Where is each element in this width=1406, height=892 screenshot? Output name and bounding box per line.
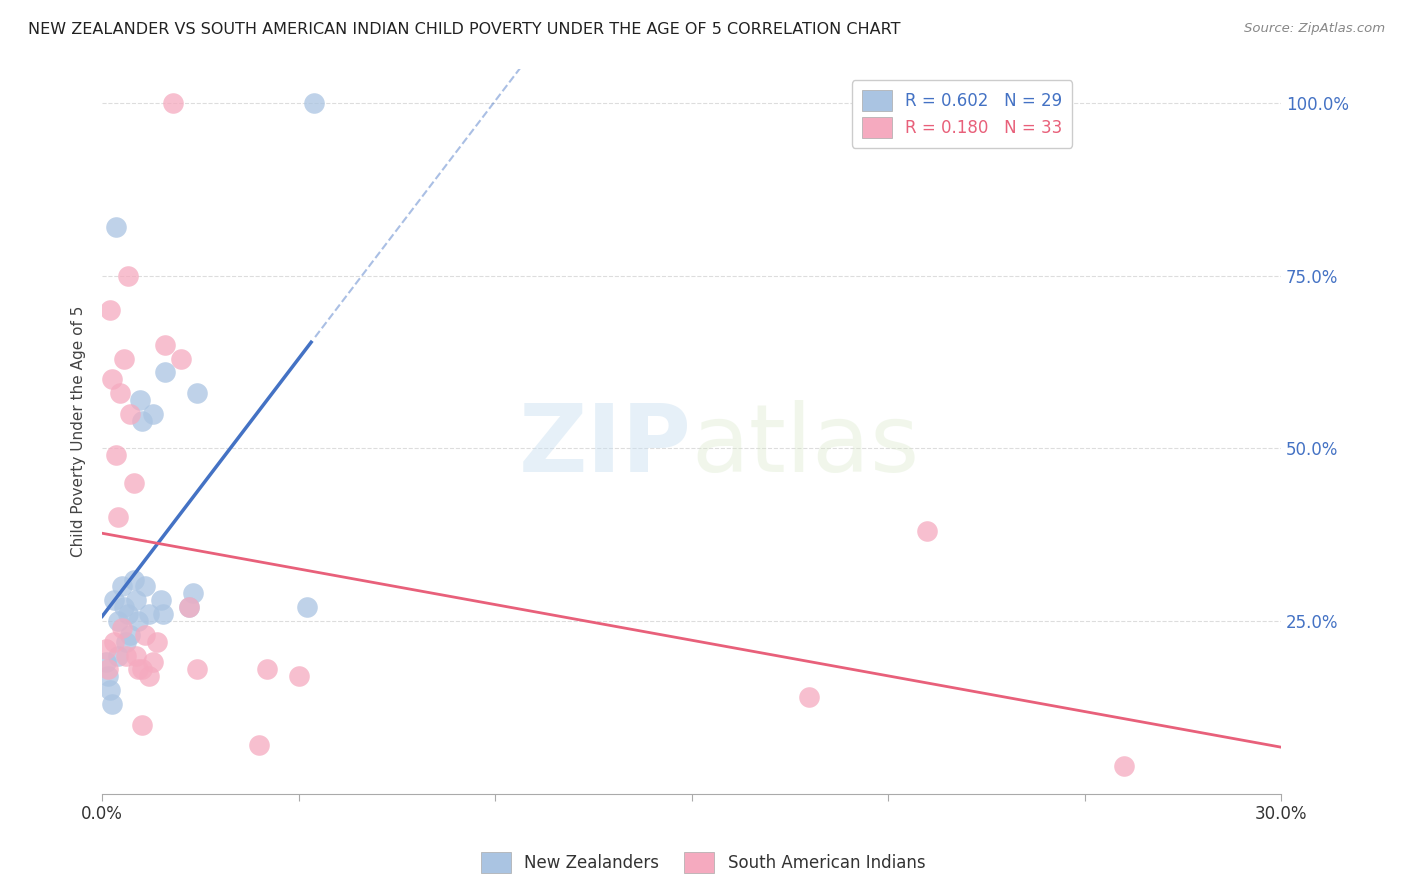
Point [177, 600, 200, 615]
Point [107, 614, 129, 628]
Point [150, 593, 173, 607]
Text: Source: ZipAtlas.com: Source: ZipAtlas.com [1244, 22, 1385, 36]
Text: NEW ZEALANDER VS SOUTH AMERICAN INDIAN CHILD POVERTY UNDER THE AGE OF 5 CORRELAT: NEW ZEALANDER VS SOUTH AMERICAN INDIAN C… [28, 22, 901, 37]
Point [117, 607, 139, 621]
Point [153, 365, 176, 379]
Point [138, 669, 160, 683]
Point [917, 524, 939, 539]
Point [104, 220, 127, 235]
Point [134, 579, 156, 593]
Point [287, 669, 309, 683]
Point [127, 614, 149, 628]
Point [114, 634, 136, 648]
Point [112, 351, 135, 366]
Point [138, 607, 160, 621]
Point [94, 656, 117, 670]
Point [112, 600, 135, 615]
Point [170, 351, 193, 366]
Point [101, 697, 124, 711]
Point [304, 96, 326, 111]
Point [247, 739, 270, 753]
Point [122, 573, 145, 587]
Point [104, 448, 127, 462]
Point [128, 392, 150, 407]
Point [98, 303, 121, 318]
Text: atlas: atlas [692, 400, 920, 491]
Point [124, 593, 146, 607]
Point [1112, 759, 1135, 773]
Point [111, 621, 134, 635]
Point [186, 386, 208, 401]
Point [177, 600, 200, 615]
Point [108, 386, 131, 401]
Point [103, 593, 125, 607]
Point [117, 268, 139, 283]
Point [131, 717, 153, 731]
Point [152, 607, 174, 621]
Point [111, 579, 134, 593]
Point [94, 641, 117, 656]
Point [97, 669, 120, 683]
Point [186, 662, 208, 676]
Point [153, 338, 176, 352]
Point [127, 662, 149, 676]
Point [134, 628, 156, 642]
Point [142, 656, 165, 670]
Point [101, 372, 124, 386]
Point [142, 407, 165, 421]
Y-axis label: Child Poverty Under the Age of 5: Child Poverty Under the Age of 5 [72, 305, 86, 557]
Point [103, 634, 125, 648]
Point [146, 634, 169, 648]
Point [98, 683, 121, 698]
Point [107, 510, 129, 524]
Point [118, 628, 141, 642]
Legend: New Zealanders, South American Indians: New Zealanders, South American Indians [474, 846, 932, 880]
Point [131, 414, 153, 428]
Point [124, 648, 146, 663]
Point [107, 648, 129, 663]
Point [97, 662, 120, 676]
Text: ZIP: ZIP [519, 400, 692, 491]
Point [799, 690, 821, 704]
Point [114, 648, 136, 663]
Point [295, 600, 318, 615]
Point [256, 662, 278, 676]
Point [162, 96, 184, 111]
Point [131, 662, 153, 676]
Point [122, 475, 145, 490]
Point [181, 586, 204, 600]
Point [118, 407, 141, 421]
Legend: R = 0.602   N = 29, R = 0.180   N = 33: R = 0.602 N = 29, R = 0.180 N = 33 [852, 80, 1073, 148]
